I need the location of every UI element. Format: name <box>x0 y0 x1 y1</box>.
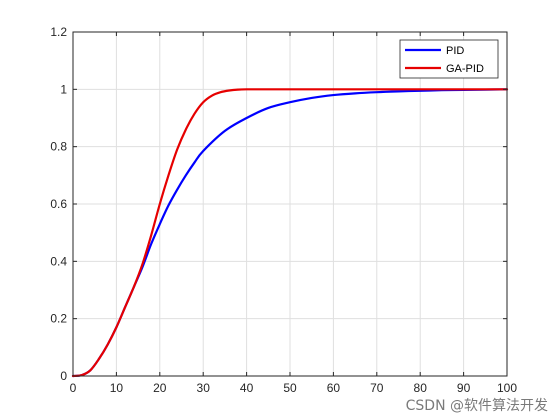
legend-label-ga-pid: GA-PID <box>446 63 484 75</box>
x-tick-label: 60 <box>327 381 341 395</box>
x-tick-label: 50 <box>283 381 297 395</box>
ticks: 0 10 20 30 40 50 60 70 80 90 100 0 0.2 0.4 0.6 0.8 1 1.2 <box>50 25 517 395</box>
x-tick-label: 90 <box>457 381 471 395</box>
x-tick-label: 10 <box>110 381 124 395</box>
x-tick-label: 100 <box>497 381 517 395</box>
y-tick-label: 0.8 <box>50 140 67 154</box>
y-tick-label: 0.2 <box>50 312 67 326</box>
y-tick-label: 0.6 <box>50 197 67 211</box>
series-line-ga-pid <box>71 88 509 378</box>
legend: PID GA-PID <box>399 39 499 79</box>
legend-box <box>399 39 499 79</box>
x-tick-label: 30 <box>197 381 211 395</box>
x-tick-label: 40 <box>240 381 254 395</box>
legend-label-pid: PID <box>446 45 464 57</box>
y-tick-label: 1.2 <box>50 25 67 39</box>
x-tick-label: 80 <box>414 381 428 395</box>
x-tick-label: 70 <box>370 381 384 395</box>
y-tick-label: 0 <box>60 369 67 383</box>
series-group <box>71 88 509 378</box>
watermark-text: CSDN @软件算法开发 <box>406 398 548 414</box>
y-tick-label: 1 <box>60 82 67 96</box>
x-tick-label: 20 <box>153 381 167 395</box>
x-tick-label: 0 <box>70 381 77 395</box>
y-tick-label: 0.4 <box>50 254 67 268</box>
